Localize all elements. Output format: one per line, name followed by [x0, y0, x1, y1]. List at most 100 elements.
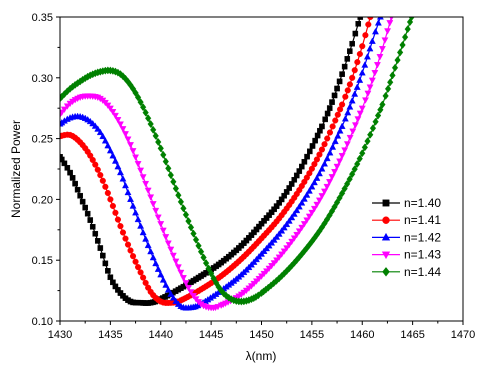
- data-point: [129, 148, 137, 155]
- data-point: [306, 148, 313, 155]
- data-point: [354, 116, 362, 123]
- data-point: [132, 154, 140, 161]
- series-n=1.40: [60, 17, 364, 306]
- data-point: [354, 59, 361, 66]
- data-point: [318, 146, 326, 153]
- data-point: [290, 235, 298, 242]
- data-point: [200, 253, 207, 262]
- data-point: [324, 110, 331, 117]
- data-point: [149, 201, 157, 208]
- data-point: [299, 163, 305, 170]
- data-point: [321, 160, 328, 167]
- data-point: [399, 41, 406, 49]
- legend-marker: [382, 199, 390, 207]
- legend-item: n=1.41: [372, 213, 441, 227]
- data-point: [324, 135, 331, 142]
- data-point: [341, 115, 349, 122]
- data-point: [288, 213, 296, 221]
- data-point: [379, 100, 386, 109]
- data-point: [348, 97, 356, 104]
- legend-label: n=1.42: [404, 230, 441, 244]
- data-point: [162, 234, 170, 241]
- data-point: [82, 204, 88, 211]
- x-tick-label: 1465: [400, 329, 424, 341]
- data-point: [323, 154, 331, 162]
- legend-item: n=1.40: [372, 196, 441, 210]
- data-point: [92, 230, 99, 237]
- data-point: [129, 202, 137, 209]
- data-point: [192, 235, 200, 244]
- data-point: [63, 103, 71, 110]
- data-point: [102, 260, 109, 267]
- data-point: [331, 92, 338, 99]
- legend-item: n=1.42: [372, 230, 441, 244]
- data-point: [114, 162, 122, 170]
- data-point: [365, 21, 372, 28]
- data-point: [149, 253, 157, 261]
- data-point: [303, 217, 311, 224]
- data-point: [323, 183, 331, 191]
- data-point: [278, 227, 286, 234]
- data-point: [157, 270, 165, 278]
- data-point: [64, 165, 71, 171]
- data-point: [298, 224, 306, 232]
- series-n=1.41: [60, 17, 374, 306]
- data-point: [137, 222, 145, 229]
- data-point: [376, 54, 384, 61]
- data-point: [322, 116, 328, 123]
- data-point: [333, 198, 341, 207]
- data-point: [116, 168, 124, 176]
- data-point: [72, 180, 78, 187]
- data-point: [305, 187, 313, 194]
- data-point: [97, 245, 104, 251]
- data-point: [84, 210, 91, 217]
- data-point: [298, 199, 306, 206]
- data-point: [356, 50, 363, 58]
- legend-item: n=1.43: [372, 248, 441, 262]
- data-point: [122, 181, 129, 189]
- data-point: [116, 121, 124, 128]
- data-point: [210, 274, 217, 283]
- data-point: [338, 153, 346, 160]
- data-point: [152, 259, 160, 267]
- data-point: [96, 128, 104, 136]
- data-point: [363, 53, 371, 60]
- data-point: [355, 21, 362, 27]
- data-point: [313, 174, 321, 181]
- data-point: [132, 209, 140, 216]
- data-point: [152, 131, 159, 140]
- data-point: [107, 274, 114, 281]
- data-point: [308, 209, 316, 217]
- data-point: [326, 129, 334, 136]
- data-point: [144, 187, 152, 195]
- data-point: [332, 117, 339, 124]
- data-point: [157, 221, 165, 228]
- legend-label: n=1.41: [404, 213, 441, 227]
- data-point: [374, 19, 382, 26]
- data-point: [341, 184, 348, 193]
- data-point: [351, 90, 359, 97]
- data-point: [326, 179, 333, 186]
- data-point: [368, 37, 376, 44]
- data-point: [74, 186, 81, 193]
- data-point: [142, 180, 150, 188]
- data-point: [371, 70, 379, 77]
- data-point: [295, 203, 303, 210]
- data-point: [408, 17, 415, 21]
- data-point: [283, 220, 291, 228]
- data-point: [169, 294, 177, 301]
- data-point: [104, 189, 111, 197]
- data-point: [341, 147, 349, 154]
- data-point: [147, 120, 154, 128]
- data-point: [60, 106, 68, 113]
- data-point: [349, 128, 357, 135]
- data-point: [315, 169, 323, 177]
- data-point: [106, 105, 114, 112]
- data-point: [356, 154, 363, 163]
- data-point: [374, 111, 382, 120]
- data-point: [404, 25, 411, 34]
- data-point: [102, 183, 109, 190]
- data-point: [106, 146, 114, 154]
- data-point: [346, 175, 353, 184]
- data-point: [373, 62, 381, 69]
